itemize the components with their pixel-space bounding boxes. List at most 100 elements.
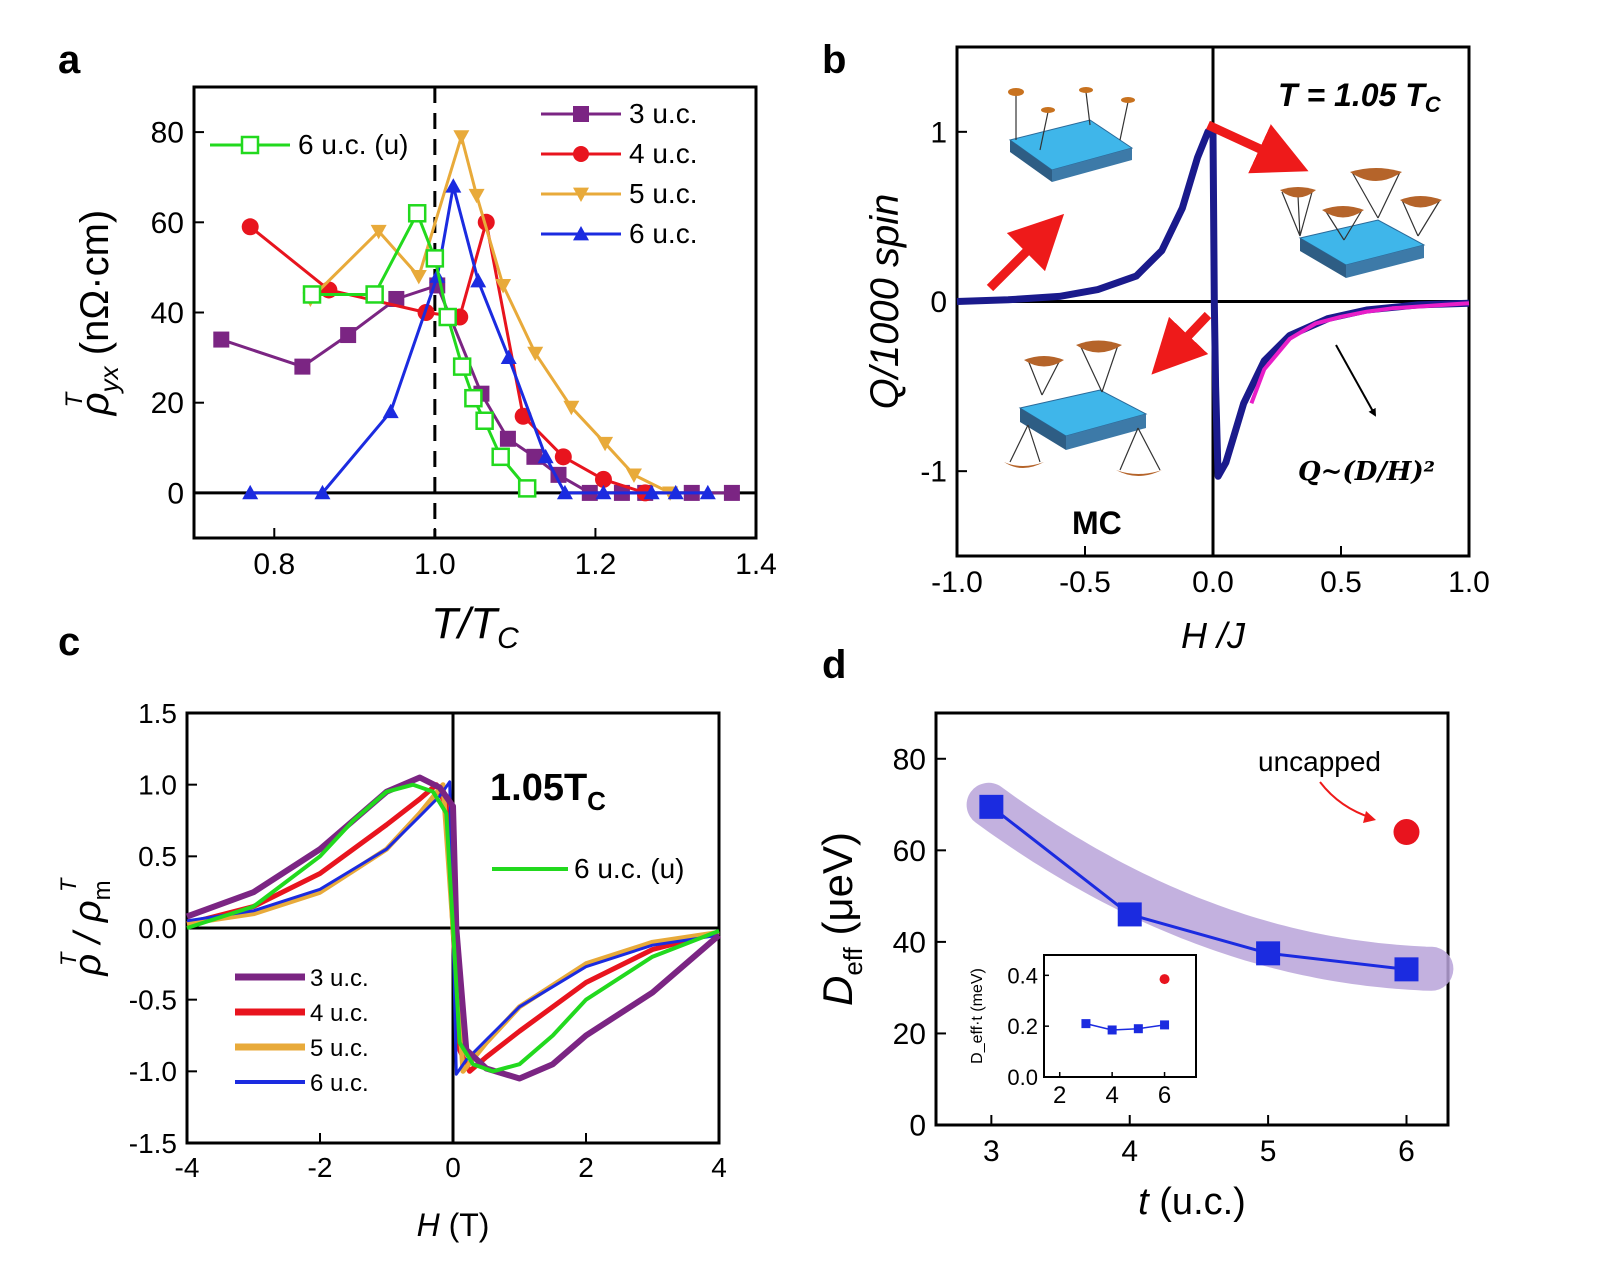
- panel-a-label: a: [58, 38, 81, 82]
- data-point: [723, 484, 740, 501]
- d-uncapped-label: uncapped: [1258, 746, 1381, 777]
- y-tick-label: 0: [909, 1110, 926, 1143]
- uncapped-pointer-head: [1363, 811, 1376, 823]
- y-tick-label: 0.5: [138, 841, 177, 872]
- y-tick-label: -1.5: [129, 1128, 177, 1159]
- legend-label: 3 u.c.: [310, 965, 369, 992]
- y-tick-label: 1: [930, 116, 947, 149]
- panel-b-label: b: [822, 38, 846, 82]
- x-tick-label: 0.5: [1320, 566, 1362, 599]
- data-point: [537, 448, 554, 464]
- inset-uncapped-point: [1159, 974, 1170, 985]
- capped-point: [1256, 941, 1281, 966]
- b-mc-label: MC: [1072, 505, 1122, 541]
- c-temperature-label: 1.05TC: [490, 767, 606, 816]
- data-point: [527, 346, 544, 362]
- y-tick-label: 20: [151, 387, 184, 420]
- capped-line: [990, 805, 1407, 971]
- legend-label: 5 u.c.: [629, 178, 697, 209]
- data-point: [526, 448, 543, 465]
- x-tick-label: -0.5: [1059, 566, 1111, 599]
- y-tick-label: -0.5: [129, 984, 177, 1015]
- legend-marker: [573, 226, 589, 241]
- x-tick-label: -4: [175, 1152, 200, 1183]
- x-tick-label: 0: [445, 1152, 461, 1183]
- capped-point: [979, 794, 1004, 819]
- y-tick-label: -1: [920, 456, 947, 489]
- data-point: [667, 484, 684, 500]
- legend-label: 5 u.c.: [310, 1035, 369, 1062]
- y-tick-label: 60: [893, 835, 926, 868]
- legend-marker: [573, 146, 589, 162]
- x-axis-label: T/TC: [431, 599, 519, 655]
- legend-label: 4 u.c.: [629, 138, 697, 169]
- inset-capped-point: [1133, 1024, 1143, 1034]
- legend-label: 3 u.c.: [629, 98, 697, 129]
- inset-x-tick-label: 6: [1158, 1082, 1171, 1109]
- series-5-u-c-: [302, 130, 679, 501]
- uncapped-pointer: [1319, 781, 1373, 819]
- lattice-sketch-top-left: [1008, 87, 1135, 182]
- y-axis-label: ρ / ρm: [67, 880, 116, 976]
- data-point: [425, 249, 445, 268]
- y-axis-sup: T: [61, 391, 88, 408]
- data-point: [340, 327, 357, 344]
- data-point: [302, 285, 322, 304]
- data-point: [407, 204, 427, 223]
- legend-marker: [240, 135, 260, 155]
- data-point: [597, 436, 614, 452]
- x-axis-label: H /J: [1181, 615, 1246, 656]
- curve-6-u-c-u-: [186, 782, 720, 1074]
- y-tick-label: 40: [893, 926, 926, 959]
- x-axis-label: H (T): [417, 1207, 490, 1243]
- y-tick-label: 1.0: [138, 769, 177, 800]
- data-point: [563, 400, 580, 416]
- y-tick-label: 0: [167, 477, 184, 510]
- data-point: [517, 479, 537, 498]
- inset-y-tick-label: 0.4: [1007, 963, 1038, 988]
- capped-point: [1394, 957, 1419, 982]
- x-tick-label: 1.0: [1448, 566, 1490, 599]
- fit-arrow: [1335, 344, 1376, 417]
- data-point: [445, 178, 462, 193]
- data-point: [213, 331, 230, 348]
- data-point: [475, 411, 494, 430]
- panel-d-label: d: [822, 643, 846, 687]
- x-tick-label: 4: [1121, 1135, 1138, 1168]
- x-tick-label: 5: [1260, 1135, 1277, 1168]
- data-point: [314, 484, 331, 500]
- data-point: [556, 484, 573, 500]
- q-fit-curve: [1249, 301, 1470, 405]
- data-point: [410, 270, 427, 285]
- y-tick-label: -1.0: [129, 1056, 177, 1087]
- y-tick-label: 1.5: [138, 698, 177, 729]
- y-axis-label: Deff (μeV): [814, 832, 868, 1006]
- legend-label: 6 u.c.: [310, 1070, 369, 1097]
- inset-capped-point: [1107, 1025, 1117, 1035]
- x-tick-label: 0.8: [253, 548, 295, 581]
- inset-capped-point: [1160, 1020, 1170, 1030]
- trend-band: [966, 782, 1454, 991]
- x-tick-label: 1.2: [575, 548, 617, 581]
- legend-label: 4 u.c.: [310, 1000, 369, 1027]
- curve-3-u-c-: [185, 774, 721, 1082]
- inset-x-tick-label: 2: [1053, 1082, 1066, 1109]
- data-point: [643, 484, 660, 500]
- lattice-sketch-bottom-left: [1004, 340, 1162, 476]
- inset-y-tick-label: 0.0: [1007, 1065, 1038, 1090]
- x-tick-label: 1.4: [735, 548, 777, 581]
- x-axis-label: t (u.c.): [1138, 1181, 1246, 1223]
- legend-label: 6 u.c.: [629, 218, 697, 249]
- data-point: [499, 430, 516, 447]
- legend-label: 6 u.c. (u): [574, 853, 684, 884]
- inset-frame: [1043, 954, 1197, 1078]
- panel-a: 0.8 1.0 1.2 1.4 0 20 40 60 80 3 u.c. 4 u.c. 5 u.c. 6…: [61, 85, 777, 655]
- y-tick-label: 40: [151, 297, 184, 330]
- series-line: [249, 220, 646, 495]
- x-tick-label: 4: [711, 1152, 727, 1183]
- data-point: [370, 224, 387, 240]
- legend-marker: [573, 187, 589, 202]
- y-tick-label: 80: [151, 117, 184, 150]
